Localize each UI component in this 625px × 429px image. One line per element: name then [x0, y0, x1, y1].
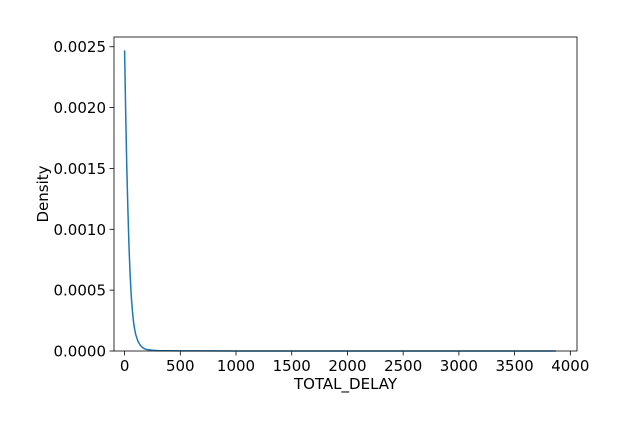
x-tick-label: 500 [166, 357, 195, 375]
x-axis-label: TOTAL_DELAY [293, 375, 398, 394]
x-tick-label: 1000 [217, 357, 255, 375]
x-tick-label: 3000 [440, 357, 478, 375]
density-series-line [123, 50, 556, 352]
y-tick-label: 0.0000 [54, 343, 107, 361]
plot-frame [113, 36, 578, 352]
y-tick-label: 0.0005 [54, 282, 107, 300]
x-tick-label: 4000 [551, 357, 589, 375]
y-axis-ticks: 0.0000 0.0005 0.0010 0.0015 0.0020 0.0025 [54, 38, 114, 361]
series-group [123, 50, 556, 352]
x-tick-label: 3500 [496, 357, 534, 375]
y-tick-label: 0.0020 [54, 99, 107, 117]
y-tick-label: 0.0025 [54, 38, 107, 56]
y-axis-label: Density [34, 165, 52, 222]
x-tick-label: 1500 [273, 357, 311, 375]
y-tick-label: 0.0015 [54, 160, 107, 178]
x-tick-label: 2500 [384, 357, 422, 375]
y-tick-label: 0.0010 [54, 221, 107, 239]
x-axis-ticks: 0 500 1000 1500 2000 2500 3000 3500 4000 [120, 351, 589, 375]
x-tick-label: 0 [120, 357, 130, 375]
x-tick-label: 2000 [328, 357, 366, 375]
